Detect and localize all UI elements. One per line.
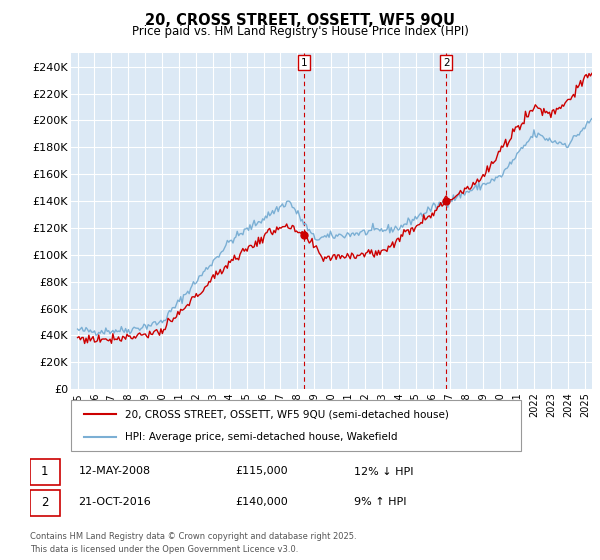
FancyBboxPatch shape [71, 400, 521, 451]
Text: Price paid vs. HM Land Registry's House Price Index (HPI): Price paid vs. HM Land Registry's House … [131, 25, 469, 38]
FancyBboxPatch shape [30, 459, 60, 485]
Text: 20, CROSS STREET, OSSETT, WF5 9QU: 20, CROSS STREET, OSSETT, WF5 9QU [145, 13, 455, 28]
Text: 2: 2 [443, 58, 449, 68]
Text: £140,000: £140,000 [235, 497, 288, 507]
Text: 1: 1 [301, 58, 307, 68]
Text: HPI: Average price, semi-detached house, Wakefield: HPI: Average price, semi-detached house,… [125, 432, 397, 442]
Text: 20, CROSS STREET, OSSETT, WF5 9QU (semi-detached house): 20, CROSS STREET, OSSETT, WF5 9QU (semi-… [125, 409, 449, 419]
Text: 12% ↓ HPI: 12% ↓ HPI [354, 466, 413, 477]
FancyBboxPatch shape [30, 489, 60, 516]
Text: 2: 2 [41, 496, 49, 509]
Text: Contains HM Land Registry data © Crown copyright and database right 2025.
This d: Contains HM Land Registry data © Crown c… [30, 533, 356, 554]
Text: 1: 1 [41, 465, 49, 478]
Text: 9% ↑ HPI: 9% ↑ HPI [354, 497, 407, 507]
Text: £115,000: £115,000 [235, 466, 288, 477]
Text: 12-MAY-2008: 12-MAY-2008 [79, 466, 151, 477]
Text: 21-OCT-2016: 21-OCT-2016 [79, 497, 151, 507]
